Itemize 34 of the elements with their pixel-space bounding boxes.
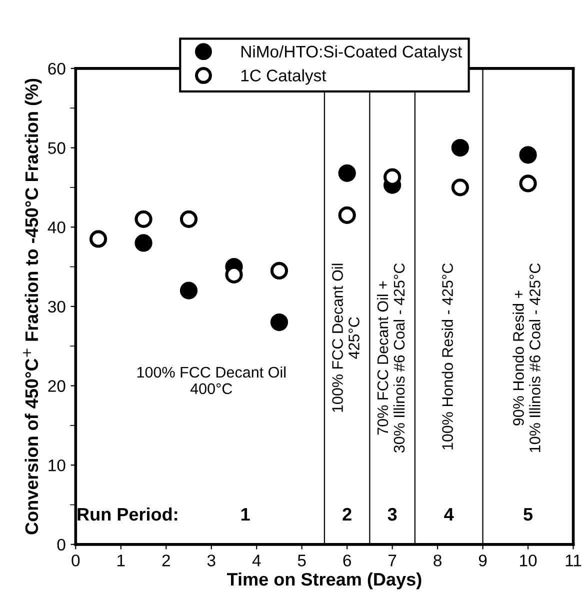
x-tick-label: 6 bbox=[343, 554, 351, 566]
annotation: 5 bbox=[524, 508, 533, 521]
y-tick-label: 60 bbox=[48, 62, 66, 75]
annotation: Run Period: bbox=[78, 507, 178, 521]
annotation: 100% Hondo Resid - 425°C bbox=[442, 263, 453, 450]
legend-label: 1C Catalyst bbox=[241, 69, 326, 85]
annotation: 70% FCC Decant Oil + 30% Illinois #6 Coal - 425°C bbox=[376, 263, 405, 453]
y-tick-label: 30 bbox=[48, 300, 66, 313]
annotation: 4 bbox=[444, 508, 454, 521]
y-tick-label: 40 bbox=[48, 221, 66, 234]
x-tick-label: 0 bbox=[72, 554, 80, 566]
x-tick-label: 7 bbox=[388, 554, 396, 566]
x-tick-label: 5 bbox=[298, 554, 306, 566]
y-axis-title: Conversion of 450°C$^{+}$ Fraction to -450°C Fraction (%) bbox=[23, 78, 42, 534]
x-tick-label: 11 bbox=[566, 554, 582, 566]
annotation: 100% FCC Decant Oil 400°C bbox=[137, 366, 286, 394]
x-tick-label: 9 bbox=[478, 554, 487, 566]
y-tick-label: 50 bbox=[48, 142, 66, 154]
annotation: 100% FCC Decant Oil 425°C bbox=[332, 264, 360, 412]
annotation: 90% Hondo Resid + 10% Illinois #6 Coal - 425°C bbox=[512, 263, 540, 452]
annotation: 3 bbox=[388, 508, 397, 521]
x-tick-label: 10 bbox=[520, 554, 537, 566]
x-tick-label: 1 bbox=[118, 554, 125, 566]
annotation: 1 bbox=[241, 508, 250, 521]
y-tick-label: 20 bbox=[48, 380, 66, 392]
x-tick-label: 8 bbox=[434, 554, 442, 566]
annotation: 2 bbox=[342, 508, 352, 521]
y-tick-label: 10 bbox=[48, 459, 66, 472]
x-tick-label: 4 bbox=[252, 554, 261, 566]
x-tick-label: 2 bbox=[162, 554, 170, 566]
y-tick-label: 0 bbox=[57, 538, 66, 551]
x-tick-label: 3 bbox=[207, 554, 216, 566]
legend-label: NiMo/HTO:Si-Coated Catalyst bbox=[242, 45, 462, 61]
x-axis-title: Time on Stream (Days) bbox=[227, 572, 422, 590]
